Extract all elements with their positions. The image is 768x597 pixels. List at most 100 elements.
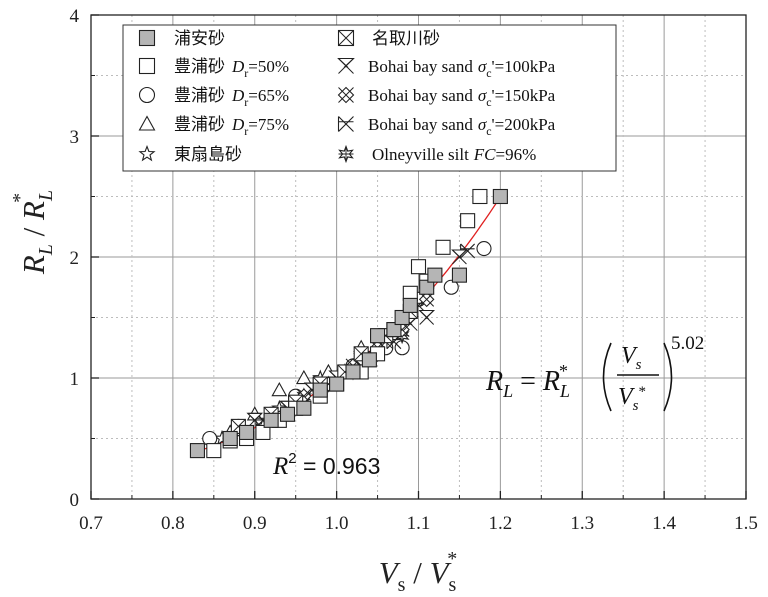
legend-label-7-prime: ' bbox=[492, 86, 495, 105]
legend-label-3: 豊浦砂 Dr=75% bbox=[174, 115, 289, 138]
legend-label-9-value: =96% bbox=[496, 145, 537, 164]
marker-shape bbox=[451, 267, 467, 283]
legend-symbol-5 bbox=[337, 29, 355, 47]
data-point bbox=[410, 298, 426, 313]
legend-label-9-fc: FC bbox=[473, 145, 496, 164]
eq-lhs: RL = RL* bbox=[485, 361, 570, 401]
data-point bbox=[476, 240, 492, 257]
marker-shape bbox=[419, 279, 435, 295]
data-point bbox=[460, 243, 476, 259]
data-point bbox=[427, 267, 443, 283]
legend-label-9: Olneyville silt FC=96% bbox=[372, 145, 536, 164]
axis-ticks: 0.7 0.8 0.9 1.0 1.1 1.2 1.3 1.4 1.5 0 1 2 3 4 bbox=[70, 6, 758, 534]
data-point bbox=[361, 352, 377, 368]
eq-den-sup: * bbox=[639, 384, 647, 400]
legend-label-5: 名取川砂 bbox=[372, 29, 440, 48]
marker-shape bbox=[138, 86, 156, 104]
marker-shape bbox=[189, 443, 205, 459]
marker-shape bbox=[394, 309, 410, 326]
eq-numerator: Vs bbox=[621, 343, 642, 373]
marker-shape bbox=[138, 29, 156, 47]
data-point bbox=[206, 443, 222, 459]
data-point bbox=[435, 239, 451, 255]
data-point bbox=[370, 328, 386, 344]
eq-power: 5.02 bbox=[671, 333, 704, 354]
marker-shape bbox=[279, 406, 296, 422]
legend-label-1-eq: = bbox=[248, 57, 258, 76]
legend-label-3-dr: D bbox=[231, 115, 245, 134]
marker-shape bbox=[476, 240, 492, 257]
marker-shape bbox=[402, 297, 418, 313]
legend-symbol-7 bbox=[337, 86, 355, 104]
marker-shape bbox=[263, 412, 279, 428]
marker-shape bbox=[138, 144, 156, 162]
data-point bbox=[296, 400, 312, 416]
eq-lhs-main: R bbox=[485, 366, 503, 397]
legend-label-2-name: 豊浦砂 bbox=[174, 86, 225, 105]
marker-shape bbox=[337, 116, 354, 132]
x-tick-label: 1.3 bbox=[570, 513, 594, 534]
eq-equals: = bbox=[513, 366, 543, 397]
x-tick-label: 1.4 bbox=[652, 513, 676, 534]
legend-label-8: Bohai bay sand σc'=200kPa bbox=[368, 115, 556, 138]
data-point bbox=[263, 412, 279, 428]
data-point bbox=[460, 213, 476, 229]
legend-label-8-sigma: σ bbox=[478, 115, 487, 134]
data-points bbox=[189, 188, 508, 459]
data-point bbox=[312, 382, 328, 398]
marker-shape bbox=[410, 259, 427, 275]
data-point bbox=[271, 381, 288, 397]
data-point bbox=[295, 369, 312, 385]
marker-shape bbox=[460, 213, 476, 229]
legend-label-4: 東扇島砂 bbox=[174, 145, 242, 164]
x-axis-title-sep: / bbox=[405, 555, 429, 590]
x-axis-title-main-sub: s bbox=[398, 574, 406, 596]
marker-shape bbox=[472, 188, 488, 205]
legend-label-6-prime: ' bbox=[492, 57, 495, 76]
r-squared-sup: 2 bbox=[288, 450, 296, 467]
marker-shape bbox=[443, 279, 459, 295]
marker-shape bbox=[386, 334, 402, 350]
data-point bbox=[443, 279, 459, 295]
fit-equation: RL = RL* Vs Vs* 5.02 bbox=[485, 333, 704, 414]
legend-label-1: 豊浦砂 Dr=50% bbox=[174, 57, 289, 80]
marker-cross bbox=[338, 30, 354, 46]
marker-shape bbox=[410, 298, 426, 313]
legend-symbols bbox=[138, 29, 355, 164]
legend-label-7: Bohai bay sand σc'=150kPa bbox=[368, 86, 556, 109]
eq-den-sub: s bbox=[633, 398, 639, 414]
r-squared-label: R bbox=[272, 453, 288, 480]
marker-shape bbox=[329, 376, 345, 392]
data-point bbox=[255, 424, 271, 441]
legend-symbol-4 bbox=[138, 144, 156, 162]
y-axis-title-ref: R bbox=[16, 201, 51, 221]
marker-cross bbox=[338, 58, 354, 74]
marker-shape bbox=[271, 399, 288, 416]
marker-shape bbox=[361, 352, 377, 368]
legend-label-8-name: Bohai bay sand bbox=[368, 115, 473, 134]
data-point bbox=[410, 259, 427, 275]
legend-label-2-dr-sub: r bbox=[244, 95, 248, 109]
data-point bbox=[418, 309, 436, 325]
y-axis-title: RL / RL* bbox=[9, 190, 57, 275]
marker-shape bbox=[239, 424, 255, 441]
legend-label-7-sigma: σ bbox=[478, 86, 487, 105]
legend-label-3-name: 豊浦砂 bbox=[174, 115, 225, 134]
legend-symbol-9 bbox=[338, 144, 354, 164]
legend-label-3-eq: = bbox=[248, 115, 258, 134]
eq-rhs-main: R bbox=[542, 366, 560, 397]
y-axis-title-main-sub: L bbox=[35, 244, 57, 256]
marker-cross bbox=[452, 249, 467, 265]
x-tick-label: 0.7 bbox=[79, 513, 103, 534]
x-tick-label: 1.1 bbox=[407, 513, 431, 534]
legend-symbol-3 bbox=[138, 115, 156, 131]
y-axis-title-sep: / bbox=[16, 220, 51, 244]
eq-num-main: V bbox=[621, 343, 638, 369]
data-point bbox=[239, 424, 255, 441]
data-point bbox=[418, 291, 435, 308]
data-point bbox=[472, 188, 488, 205]
legend-label-3-dr-sub: r bbox=[244, 124, 248, 138]
eq-den-main: V bbox=[618, 384, 635, 410]
